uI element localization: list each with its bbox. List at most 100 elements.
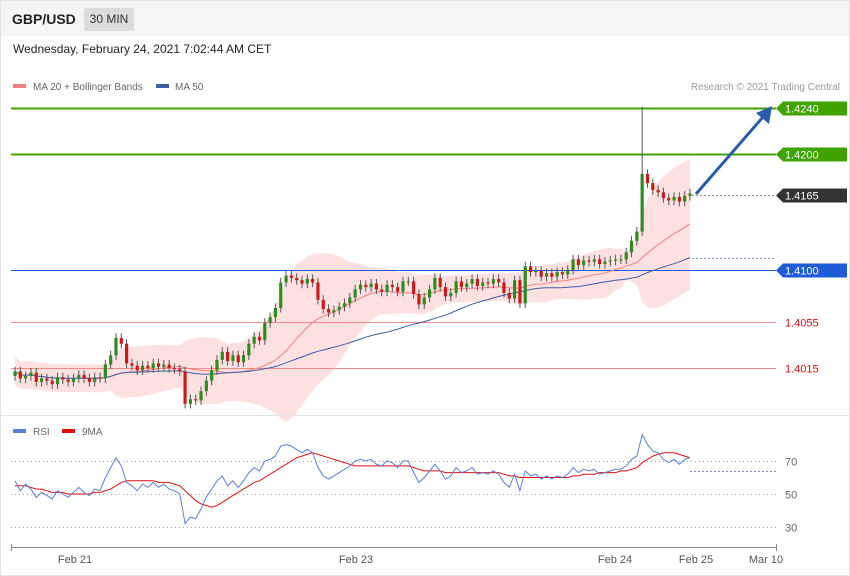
level-label-1.4200: 1.4200 bbox=[785, 150, 819, 162]
candle-body bbox=[566, 269, 570, 275]
candle-body bbox=[24, 376, 28, 379]
candle-body bbox=[247, 343, 251, 356]
legend-swatch-ma50 bbox=[156, 84, 169, 88]
candle-body bbox=[231, 355, 235, 362]
ma50-line bbox=[14, 257, 691, 379]
symbol-title: GBP/USD bbox=[12, 11, 76, 27]
level-tag-1.4240 bbox=[776, 101, 847, 116]
candle-body bbox=[337, 306, 341, 311]
candle-body bbox=[433, 277, 437, 290]
candle-body bbox=[220, 351, 224, 360]
main-legend: MA 20 + Bollinger Bands MA 50 Research ©… bbox=[13, 82, 840, 93]
candle-body bbox=[114, 337, 118, 356]
candle-body bbox=[518, 280, 522, 304]
candle-body bbox=[475, 279, 479, 286]
candlesticks bbox=[13, 106, 692, 409]
candle-body bbox=[454, 281, 458, 293]
candle-body bbox=[491, 279, 495, 284]
candle-body bbox=[544, 273, 549, 277]
rsi-line bbox=[14, 433, 691, 525]
candle-body bbox=[284, 275, 288, 283]
candle-body bbox=[29, 372, 33, 377]
candle-body bbox=[210, 370, 214, 381]
candle-body bbox=[135, 365, 139, 371]
level-label-1.4055: 1.4055 bbox=[785, 318, 819, 330]
candle-body bbox=[651, 183, 655, 191]
level-label-1.4100: 1.4100 bbox=[785, 266, 819, 278]
candle-body bbox=[98, 377, 102, 379]
candle-body bbox=[619, 259, 623, 261]
candle-body bbox=[422, 297, 426, 305]
candle-body bbox=[39, 378, 44, 382]
candle-body bbox=[156, 363, 161, 367]
candle-body bbox=[683, 195, 687, 202]
legend-swatch-rsi bbox=[13, 429, 26, 433]
candle-body bbox=[268, 317, 272, 323]
candle-body bbox=[103, 364, 107, 379]
candle-body bbox=[194, 399, 198, 401]
candle-body bbox=[459, 281, 464, 288]
candle-body bbox=[263, 322, 267, 341]
candle-body bbox=[215, 359, 219, 371]
arrow-shaft bbox=[694, 116, 765, 195]
candle-body bbox=[151, 363, 155, 368]
candle-body bbox=[534, 270, 538, 273]
rsi-9ma-line bbox=[15, 452, 691, 508]
candle-body bbox=[50, 380, 54, 385]
candle-body bbox=[550, 273, 554, 277]
bollinger-band-fill bbox=[15, 158, 690, 422]
candle-body bbox=[241, 355, 246, 363]
candle-body bbox=[125, 343, 129, 364]
rsi-legend: RSI 9MA bbox=[13, 427, 103, 438]
rsi-level-label-70: 70 bbox=[785, 457, 797, 469]
candle-body bbox=[342, 303, 347, 307]
candle-body bbox=[582, 260, 586, 266]
level-tag-1.4165 bbox=[776, 188, 847, 203]
candle-body bbox=[539, 270, 543, 277]
candle-body bbox=[326, 309, 331, 313]
x-tick-label: Feb 25 bbox=[679, 554, 713, 566]
candle-body bbox=[635, 231, 639, 241]
candle-body bbox=[332, 310, 336, 313]
candle-body bbox=[571, 259, 575, 270]
legend-swatch-ma20 bbox=[13, 84, 26, 88]
legend-label-9ma: 9MA bbox=[82, 427, 103, 438]
candle-body bbox=[688, 193, 692, 196]
bollinger-bands bbox=[15, 158, 690, 422]
candle-body bbox=[66, 379, 70, 382]
candle-body bbox=[645, 173, 650, 184]
candle-body bbox=[273, 307, 278, 318]
candle-body bbox=[348, 297, 352, 304]
candle-body bbox=[353, 289, 357, 298]
candle-body bbox=[374, 283, 379, 290]
candle-body bbox=[443, 287, 448, 297]
timeframe-button[interactable]: 30 MIN bbox=[84, 8, 134, 31]
candle-body bbox=[677, 196, 681, 202]
candle-body bbox=[576, 259, 580, 266]
candle-body bbox=[401, 281, 405, 292]
candle-body bbox=[93, 377, 97, 382]
level-label-1.4240: 1.4240 bbox=[785, 104, 819, 116]
candle-body bbox=[311, 279, 315, 283]
candle-body bbox=[523, 266, 527, 304]
candle-body bbox=[449, 292, 453, 297]
rsi-panel: 70 50 30 bbox=[11, 433, 797, 535]
candle-body bbox=[672, 196, 676, 201]
candle-body bbox=[236, 355, 240, 363]
candle-body bbox=[465, 283, 469, 288]
legend-label-rsi: RSI bbox=[33, 427, 50, 438]
level-tag-1.4200 bbox=[776, 147, 847, 162]
candle-body bbox=[661, 192, 666, 199]
candle-body bbox=[321, 299, 325, 310]
candle-body bbox=[380, 289, 384, 292]
candle-body bbox=[412, 281, 416, 295]
candle-body bbox=[55, 377, 60, 385]
x-tick-label: Feb 23 bbox=[339, 554, 373, 566]
candle-body bbox=[417, 294, 421, 305]
rsi-level-label-30: 30 bbox=[785, 523, 797, 535]
candle-body bbox=[513, 280, 517, 299]
rsi-level-label-50: 50 bbox=[785, 490, 797, 502]
header-bar: GBP/USD 30 MIN bbox=[1, 1, 849, 36]
candle-body bbox=[140, 365, 145, 371]
candle-body bbox=[438, 277, 442, 288]
